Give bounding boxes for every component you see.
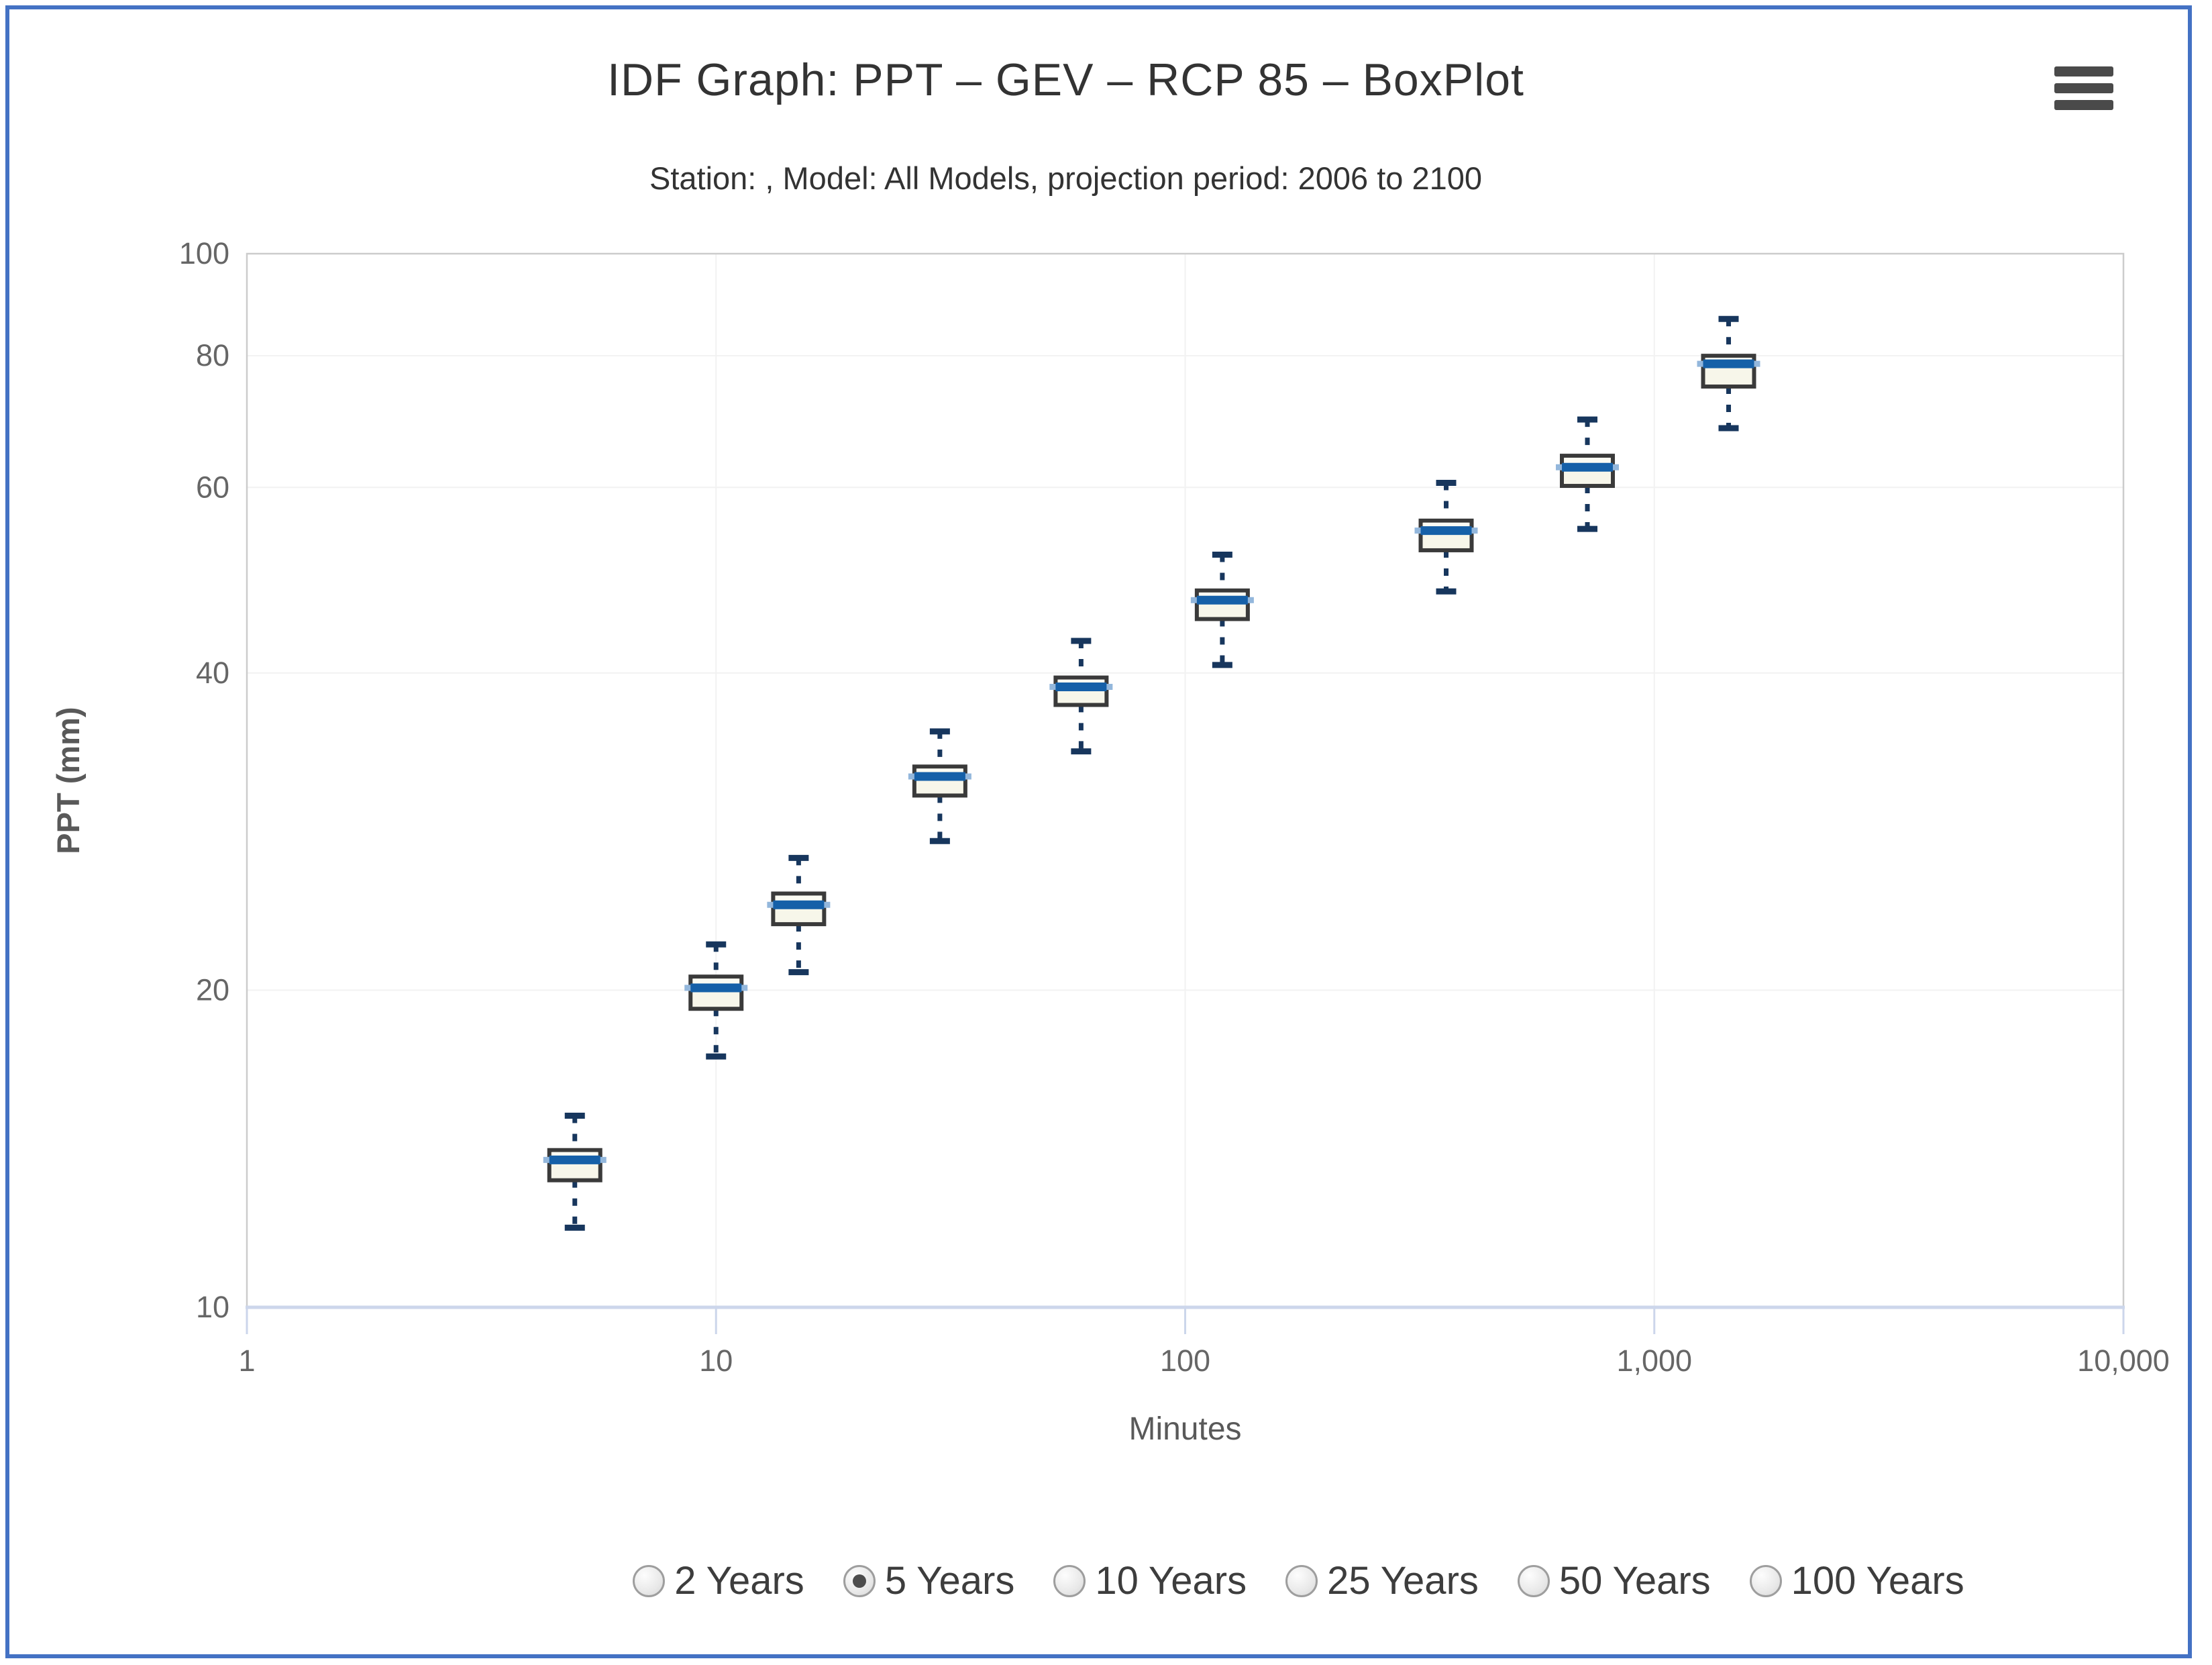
- radio-100-years[interactable]: 100 Years: [1749, 1558, 1964, 1603]
- x-axis-tick-label: 100: [1160, 1344, 1210, 1378]
- radio-circle-icon: [1749, 1564, 1782, 1597]
- return-period-radio-group: 2 Years 5 Years 10 Years 25 Years 50 Years 10…: [385, 1558, 2212, 1603]
- hamburger-icon: [2054, 66, 2113, 110]
- radio-label: 10 Years: [1095, 1559, 1247, 1603]
- y-axis-tick-label: 60: [196, 470, 229, 504]
- iqr-box-upper-shade: [776, 895, 822, 901]
- boxplot-point-30min[interactable]: [908, 728, 971, 844]
- radio-label: 50 Years: [1559, 1559, 1711, 1603]
- chart-subtitle: Station: , Model: All Models, projection…: [649, 160, 1483, 196]
- radio-5-years[interactable]: 5 Years: [843, 1558, 1015, 1603]
- boxplot-point-1440min[interactable]: [1697, 315, 1760, 432]
- iqr-box-upper-shade: [916, 768, 963, 773]
- y-axis-tick-label: 20: [196, 972, 229, 1007]
- radio-circle-icon: [1517, 1564, 1550, 1597]
- boxplot-point-15min[interactable]: [767, 854, 831, 976]
- x-axis-tick-label: 1: [238, 1344, 255, 1378]
- radio-label: 5 Years: [884, 1559, 1015, 1603]
- y-axis-tick-label: 10: [196, 1290, 229, 1324]
- boxplot-point-10min[interactable]: [684, 941, 748, 1060]
- chart-title: IDF Graph: PPT – GEV – RCP 85 – BoxPlot: [607, 54, 1524, 105]
- iqr-box-upper-shade: [1058, 679, 1104, 683]
- y-axis-tick-label: 100: [179, 236, 229, 270]
- boxplot-point-5min[interactable]: [543, 1113, 607, 1231]
- radio-circle-icon: [633, 1564, 666, 1597]
- radio-10-years[interactable]: 10 Years: [1053, 1558, 1247, 1603]
- chart-context-menu-button[interactable]: [2054, 66, 2113, 113]
- radio-label: 100 Years: [1791, 1559, 1964, 1603]
- y-axis-tick-label: 80: [196, 338, 229, 372]
- boxplot-point-120min[interactable]: [1190, 552, 1254, 668]
- radio-circle-icon: [843, 1564, 876, 1597]
- radio-2-years[interactable]: 2 Years: [633, 1558, 804, 1603]
- x-axis-tick-label: 10,000: [2077, 1344, 2170, 1378]
- radio-circle-icon: [1053, 1564, 1086, 1597]
- radio-label: 25 Years: [1327, 1559, 1479, 1603]
- iqr-box-upper-shade: [693, 978, 739, 984]
- iqr-box-upper-shade: [1199, 592, 1245, 597]
- x-axis-tick-label: 1,000: [1616, 1344, 1692, 1378]
- radio-50-years[interactable]: 50 Years: [1517, 1558, 1711, 1603]
- iqr-box-upper-shade: [1705, 358, 1752, 360]
- iqr-box-upper-shade: [551, 1152, 598, 1156]
- radio-25-years[interactable]: 25 Years: [1285, 1558, 1479, 1603]
- iqr-box-upper-shade: [1423, 522, 1469, 527]
- boxplot-point-720min[interactable]: [1555, 416, 1619, 532]
- x-axis-title: Minutes: [1128, 1411, 1241, 1447]
- iqr-box-upper-shade: [1564, 458, 1610, 464]
- radio-label: 2 Years: [674, 1559, 804, 1603]
- y-axis-tick-label: 40: [196, 656, 229, 690]
- radio-circle-icon: [1285, 1564, 1318, 1597]
- boxplot-point-60min[interactable]: [1049, 638, 1113, 755]
- x-axis-tick-label: 10: [699, 1344, 733, 1378]
- boxplot-point-360min[interactable]: [1414, 480, 1478, 595]
- y-axis-title: PPT (mm): [50, 707, 86, 854]
